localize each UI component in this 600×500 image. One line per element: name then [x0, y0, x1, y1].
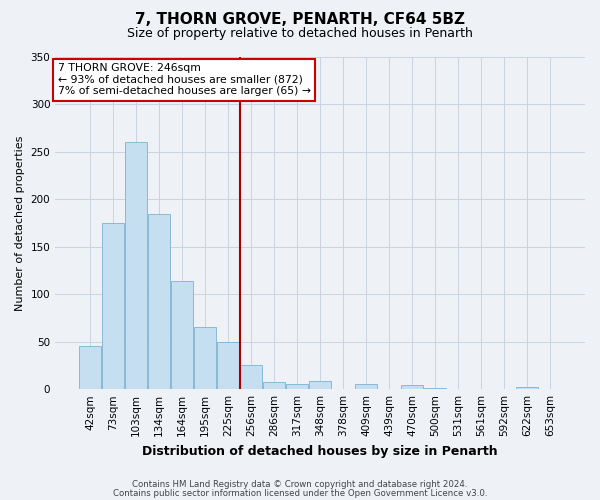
Text: Contains public sector information licensed under the Open Government Licence v3: Contains public sector information licen…	[113, 488, 487, 498]
Bar	[148, 214, 170, 389]
Bar	[79, 346, 101, 389]
Bar	[125, 142, 147, 389]
Y-axis label: Number of detached properties: Number of detached properties	[15, 135, 25, 310]
X-axis label: Distribution of detached houses by size in Penarth: Distribution of detached houses by size …	[142, 444, 498, 458]
Bar	[286, 384, 308, 389]
Text: Size of property relative to detached houses in Penarth: Size of property relative to detached ho…	[127, 28, 473, 40]
Bar	[401, 386, 423, 389]
Text: Contains HM Land Registry data © Crown copyright and database right 2024.: Contains HM Land Registry data © Crown c…	[132, 480, 468, 489]
Bar	[424, 388, 446, 389]
Text: 7 THORN GROVE: 246sqm
← 93% of detached houses are smaller (872)
7% of semi-deta: 7 THORN GROVE: 246sqm ← 93% of detached …	[58, 63, 311, 96]
Bar	[263, 382, 285, 389]
Bar	[171, 281, 193, 389]
Bar	[355, 384, 377, 389]
Bar	[240, 366, 262, 389]
Bar	[102, 223, 124, 389]
Bar	[516, 388, 538, 389]
Text: 7, THORN GROVE, PENARTH, CF64 5BZ: 7, THORN GROVE, PENARTH, CF64 5BZ	[135, 12, 465, 28]
Bar	[309, 380, 331, 389]
Bar	[217, 342, 239, 389]
Bar	[194, 328, 216, 389]
